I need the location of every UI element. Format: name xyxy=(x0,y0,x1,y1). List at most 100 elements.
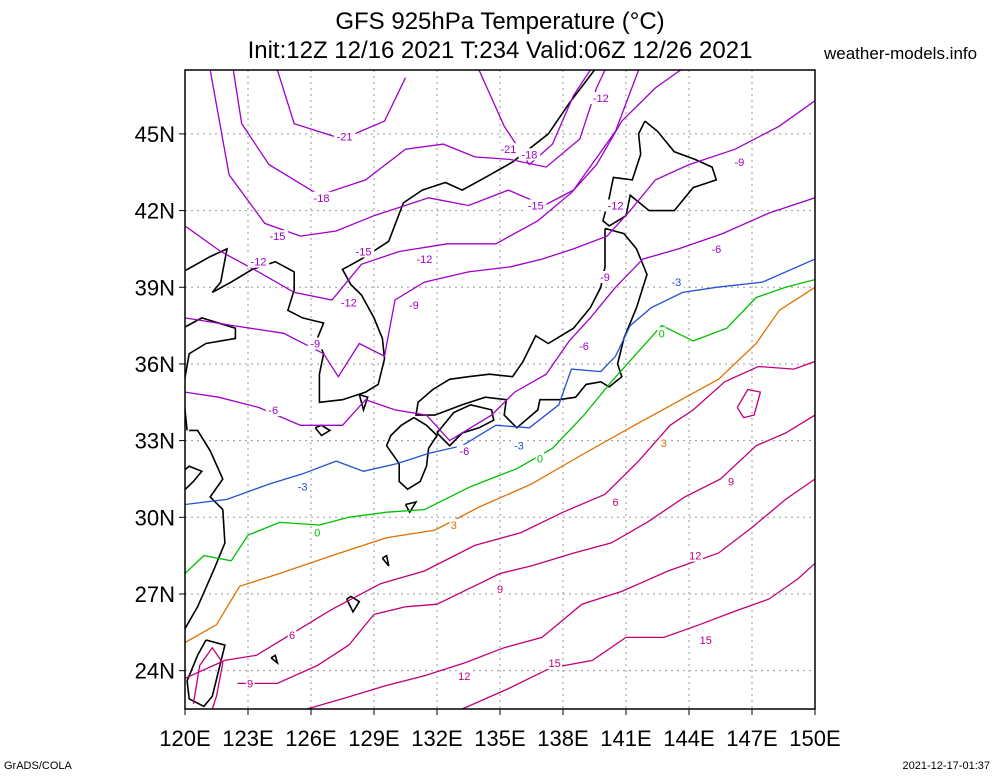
contour-label-bg xyxy=(687,549,703,562)
y-tick-label: 30N xyxy=(135,505,175,530)
contour-label: 12 xyxy=(689,551,701,563)
contour-label-bg xyxy=(708,242,724,255)
contour-line xyxy=(185,360,815,679)
contour-label-bg xyxy=(266,230,289,243)
contour-label: 9 xyxy=(497,584,503,596)
contour-label: 15 xyxy=(700,635,712,647)
contour-label: -12 xyxy=(341,298,357,310)
contour-line xyxy=(192,646,224,709)
contour-line xyxy=(478,70,591,166)
map-subtitle: Init:12Z 12/16 2021 T:234 Valid:06Z 12/2… xyxy=(247,37,753,64)
contour-label-bg xyxy=(313,526,322,539)
contour-label-bg xyxy=(731,156,747,169)
y-axis-ticks: 24N 27N 30N 33N 36N 39N 42N 45N xyxy=(135,122,185,684)
contour-label: -21 xyxy=(500,144,516,156)
coastline xyxy=(314,424,332,437)
y-tick-label: 42N xyxy=(135,199,175,224)
contour-label-bg xyxy=(659,437,669,450)
contour-label-bg xyxy=(518,148,541,161)
contour-label-bg xyxy=(497,143,520,156)
contour-label-bg xyxy=(611,495,620,508)
y-tick-label: 45N xyxy=(135,122,175,147)
x-tick-label: 141E xyxy=(600,726,651,751)
x-tick-label: 129E xyxy=(348,726,399,751)
contour-label: 3 xyxy=(661,438,667,450)
coastline xyxy=(270,654,279,666)
contour-label: -9 xyxy=(735,157,745,169)
coastline xyxy=(415,227,648,429)
y-tick-label: 36N xyxy=(135,352,175,377)
coastline xyxy=(404,500,418,514)
contour-label-bg xyxy=(247,255,270,268)
contour-label-bg xyxy=(698,633,714,646)
contour-label: -12 xyxy=(593,93,609,105)
coastline xyxy=(601,120,718,227)
contour-label-bg xyxy=(456,669,472,682)
coastline xyxy=(185,70,596,404)
contour-label-bg xyxy=(726,475,736,488)
y-tick-label: 33N xyxy=(135,429,175,454)
contour-label-bg xyxy=(265,403,281,416)
contour-label-bg xyxy=(597,271,613,284)
contour-line xyxy=(306,478,815,709)
source-credit: weather-models.info xyxy=(824,44,978,63)
contour-label-bg xyxy=(352,245,375,258)
contour-label-bg xyxy=(604,199,627,212)
contour-label: -6 xyxy=(268,405,278,417)
contour-label: -9 xyxy=(600,272,610,284)
x-tick-label: 132E xyxy=(411,726,462,751)
contour-label: -12 xyxy=(416,254,432,266)
contour-line xyxy=(185,258,815,506)
x-tick-label: 126E xyxy=(285,726,336,751)
contour-label: 3 xyxy=(451,520,457,532)
contour-label: 0 xyxy=(314,528,320,540)
contour-label: 9 xyxy=(728,477,734,489)
contour-line xyxy=(461,562,815,709)
contour-label: -18 xyxy=(521,149,537,161)
contour-label-bg xyxy=(576,340,592,353)
contour-label-bg xyxy=(295,480,311,493)
contour-label: -6 xyxy=(711,244,721,256)
map-title: GFS 925hPa Temperature (°C) xyxy=(335,8,665,35)
contour-label: -21 xyxy=(337,131,353,143)
x-tick-label: 144E xyxy=(663,726,714,751)
contour-label: -9 xyxy=(310,338,320,350)
x-tick-label: 123E xyxy=(222,726,273,751)
coastline xyxy=(185,317,237,431)
coastlines xyxy=(185,70,718,708)
coastline xyxy=(345,595,361,614)
contour-label-bg xyxy=(413,253,436,266)
contour-label: -15 xyxy=(528,200,544,212)
contour-label: 6 xyxy=(289,630,295,642)
contour-label-bg xyxy=(511,439,527,452)
contour-label: -6 xyxy=(579,341,589,353)
contour-label: 15 xyxy=(548,658,560,670)
contour-line xyxy=(185,70,681,301)
contour-label: 0 xyxy=(659,328,665,340)
contour-label: -3 xyxy=(298,482,308,494)
contour-line xyxy=(232,70,606,196)
contour-line xyxy=(736,388,762,419)
x-tick-label: 138E xyxy=(537,726,588,751)
coastline xyxy=(385,416,439,491)
graticule xyxy=(185,70,815,709)
contour-label-bg xyxy=(524,199,547,212)
contour-line xyxy=(185,278,815,574)
contour-label: -15 xyxy=(269,231,285,243)
x-tick-label: 147E xyxy=(726,726,777,751)
footer-software: GrADS/COLA xyxy=(4,760,72,772)
contour-label-bg xyxy=(449,518,459,531)
contour-label: 12 xyxy=(458,671,470,683)
contour-labels: -12 -21 -21 -18 -18 -15 -15 -15 -12 -12 -12 -12 -9 -9… xyxy=(245,92,747,690)
contour-label: -12 xyxy=(608,200,624,212)
contour-label: 0 xyxy=(537,454,543,466)
contour-label: -6 xyxy=(459,446,469,458)
contour-label-bg xyxy=(547,656,563,669)
contour-label-bg xyxy=(310,191,333,204)
coastline xyxy=(185,465,204,491)
contour-label-bg xyxy=(287,628,297,641)
y-tick-label: 24N xyxy=(135,659,175,684)
contour-label-bg xyxy=(456,444,472,457)
contour-line xyxy=(237,414,815,685)
y-tick-label: 27N xyxy=(135,582,175,607)
